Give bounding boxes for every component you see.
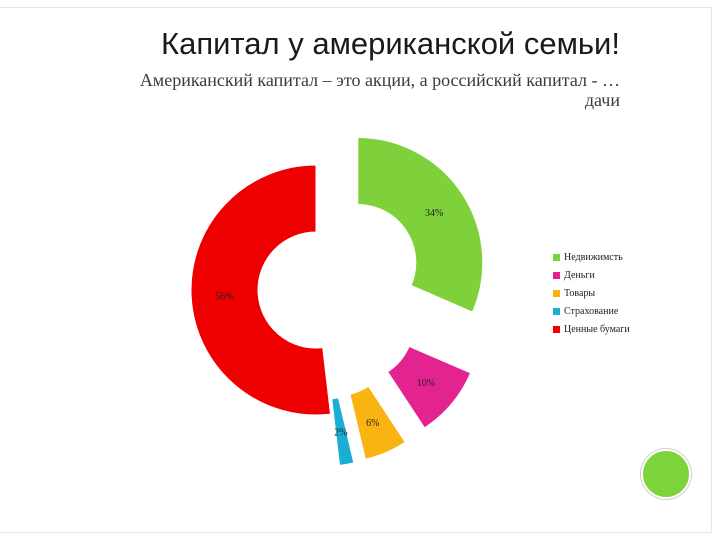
legend-label-2: Деньги: [564, 269, 595, 281]
data-label-1: 34%: [425, 208, 443, 219]
legend-label-3: Товары: [564, 287, 596, 299]
data-label-4: 2%: [334, 427, 347, 438]
donut-slice-3: [349, 385, 406, 460]
legend-label-5: Ценные бумаги: [564, 323, 630, 335]
legend-swatch-1: [553, 253, 560, 261]
slide-subtitle: Американский капитал – это акции, а росс…: [60, 70, 620, 110]
legend-item-5: Ценные бумаги: [553, 320, 630, 338]
legend-item-1: Недвижимсть: [553, 248, 630, 266]
slide-subtitle-line-1: Американский капитал – это акции, а росс…: [139, 70, 620, 90]
decorative-green-circle: [641, 449, 691, 499]
donut-slice-4: [331, 397, 355, 466]
donut-slice-1: [357, 137, 484, 313]
chart-legend: Недвижимсть Деньги Товары Страхование Ценные…: [553, 248, 630, 338]
legend-swatch-4: [553, 307, 560, 315]
legend-swatch-3: [553, 289, 560, 297]
donut-slice-2: [387, 345, 472, 429]
legend-label-4: Страхование: [564, 305, 619, 317]
legend-item-2: Деньги: [553, 266, 630, 284]
donut-slice-5: [190, 164, 332, 416]
legend-swatch-5: [553, 325, 560, 333]
frame-right-line: [711, 7, 712, 533]
frame-bottom-line: [0, 532, 712, 533]
slide-subtitle-line-2: дачи: [584, 90, 620, 110]
data-label-2: 10%: [417, 378, 435, 389]
data-label-3: 6%: [366, 418, 379, 429]
legend-item-3: Товары: [553, 284, 630, 302]
slide-title: Капитал у американской семьи!: [161, 26, 620, 61]
legend-label-1: Недвижимсть: [564, 251, 623, 263]
legend-swatch-2: [553, 271, 560, 279]
legend-item-4: Страхование: [553, 302, 630, 320]
frame-top-line: [0, 7, 712, 8]
data-label-5: 56%: [215, 291, 233, 302]
